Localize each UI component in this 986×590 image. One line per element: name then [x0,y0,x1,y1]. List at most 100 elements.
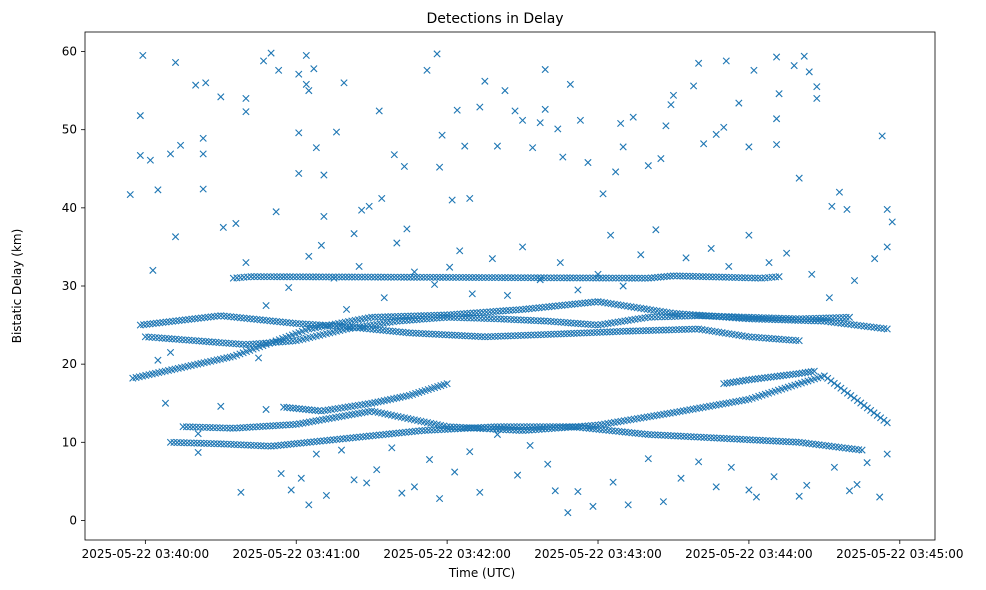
data-point [785,314,793,323]
data-point [136,112,144,120]
data-point [883,419,891,427]
data-point [877,414,885,422]
data-point [154,186,162,194]
data-point [668,312,676,321]
data-point [835,188,844,196]
data-point [584,158,592,167]
data-point [867,406,875,415]
data-point [735,99,743,107]
data-point [564,509,572,517]
data-point [749,436,757,444]
data-point [435,163,444,171]
data-point [712,273,720,281]
data-point [524,274,532,282]
data-point [242,94,250,103]
data-point [832,314,840,322]
data-point [302,80,310,88]
data-point [863,404,871,412]
data-point [840,387,848,395]
y-tick-label: 40 [62,201,77,215]
data-point [305,87,313,95]
data-point [367,273,376,281]
data-point [599,328,608,336]
data-point [498,274,506,282]
data-point [746,436,754,444]
data-point [400,273,408,281]
data-point [446,263,454,271]
data-point [644,313,652,321]
data-point [202,423,211,431]
data-point [738,313,746,321]
data-point [442,273,450,281]
data-point [707,244,715,253]
data-point [685,325,693,333]
data-point [752,493,761,501]
data-point [453,106,461,114]
data-point [678,325,686,334]
x-tick-label: 2025-05-22 03:40:00 [82,547,209,561]
data-point [688,325,696,333]
data-point [390,273,398,281]
x-tick-label: 2025-05-22 03:41:00 [233,547,360,561]
data-point [319,273,327,281]
data-point [397,273,405,281]
data-point [483,314,491,323]
data-point [487,315,495,323]
data-point [635,327,644,335]
data-point [312,273,320,281]
data-point [409,329,417,337]
data-point [553,330,562,338]
data-point [262,301,270,310]
data-point [478,273,486,282]
data-point [616,327,624,336]
data-point [341,273,350,281]
data-point [470,424,479,432]
data-point [858,446,866,454]
data-point [308,406,316,414]
data-point [487,332,496,341]
data-point [523,423,531,431]
data-point [520,274,529,282]
data-point [170,438,178,447]
data-point [698,312,706,320]
data-point [883,205,891,213]
data-point [556,258,564,267]
data-point [207,439,215,448]
data-point [325,273,333,281]
data-point [731,313,740,321]
data-point [194,448,202,457]
data-point [306,273,314,281]
data-point [275,66,283,74]
data-point [199,150,207,158]
data-point [712,130,720,138]
data-point [286,273,294,281]
data-point [681,325,690,333]
data-point [788,315,797,323]
data-point [276,273,284,281]
data-point [433,50,441,58]
y-tick-label: 50 [62,123,77,137]
data-point [363,479,371,487]
data-point [210,440,218,448]
data-point [312,450,320,458]
data-point [837,384,845,392]
data-point [853,480,861,489]
data-point [219,223,227,231]
data-point [454,425,462,433]
data-point [830,379,838,387]
data-point [860,401,868,410]
data-point [524,331,532,339]
data-point [762,314,770,322]
data-point [410,273,418,281]
data-point [393,273,402,281]
data-point [675,326,683,334]
data-point [668,326,676,334]
data-point [537,331,545,339]
data-point [752,436,761,444]
data-point [730,435,738,443]
data-point [612,274,620,282]
data-point [833,382,842,390]
data-point [772,437,780,445]
data-point [659,498,667,506]
data-point [473,314,481,322]
